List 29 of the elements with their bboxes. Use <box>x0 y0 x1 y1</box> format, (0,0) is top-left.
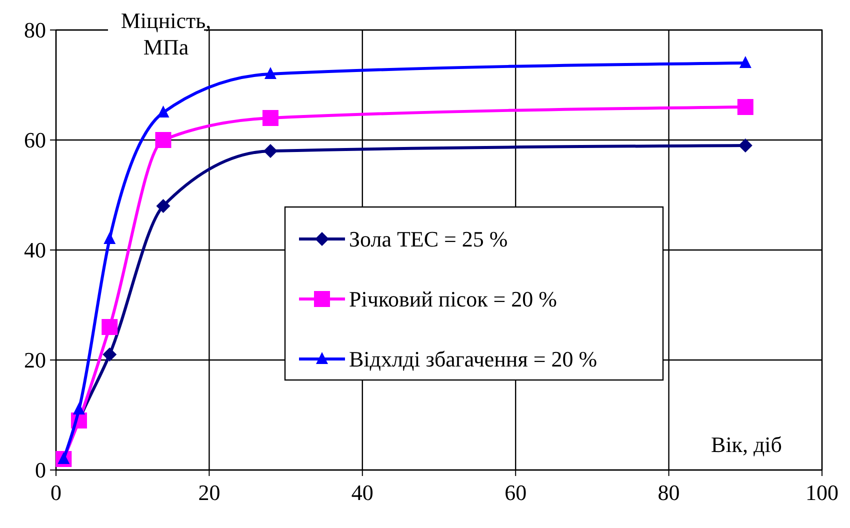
point <box>263 144 278 158</box>
y-tick-label: 0 <box>35 458 46 483</box>
legend-label: Відхлді збагачення = 20 % <box>349 346 598 372</box>
x-tick-label: 20 <box>198 480 220 505</box>
point <box>737 99 754 115</box>
y-tick-label: 60 <box>24 128 46 153</box>
point <box>102 348 117 362</box>
point <box>102 319 118 335</box>
point <box>72 402 85 414</box>
point <box>157 106 170 118</box>
legend-label: Річковий пісок = 20 % <box>349 286 557 312</box>
x-tick-label: 100 <box>806 480 838 505</box>
point <box>104 232 116 244</box>
x-tick-label: 0 <box>50 480 62 505</box>
y-tick-label: 40 <box>24 238 46 263</box>
y-axis-title: Міцність, МПа <box>120 8 212 60</box>
legend-label: Зола ТЕС = 25 % <box>349 226 508 252</box>
point <box>739 56 752 68</box>
point <box>156 199 170 213</box>
point <box>155 132 172 148</box>
point <box>738 138 752 152</box>
x-tick-label: 80 <box>658 480 680 505</box>
x-tick-label: 40 <box>351 480 374 505</box>
x-tick-label: 60 <box>504 480 527 505</box>
point <box>264 67 276 79</box>
x-axis-title: Вік, діб <box>711 432 782 457</box>
y-tick-label: 80 <box>24 18 46 43</box>
point <box>262 110 278 126</box>
y-tick-label: 20 <box>24 348 46 373</box>
